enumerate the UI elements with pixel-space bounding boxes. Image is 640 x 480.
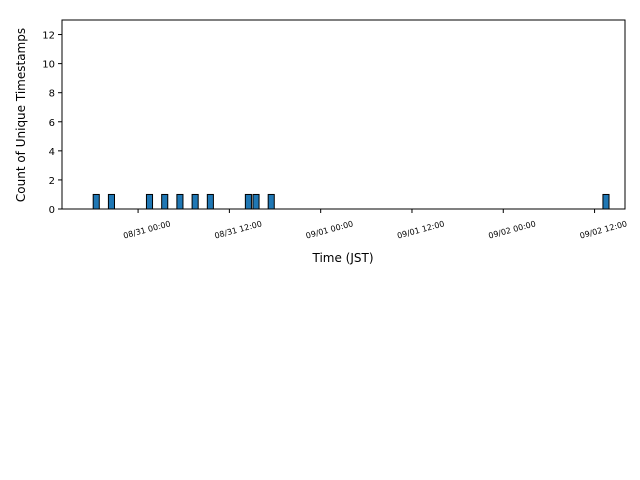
y-tick-label: 0	[49, 205, 55, 216]
bar	[252, 193, 260, 210]
plot-frame	[61, 19, 626, 210]
bar	[191, 193, 199, 210]
bar	[107, 193, 115, 210]
bar	[602, 193, 610, 210]
bar	[267, 193, 275, 210]
bar	[161, 193, 169, 210]
bar	[145, 193, 154, 210]
y-axis-label: Count of Unique Timestamps	[14, 28, 28, 202]
y-tick-label: 8	[49, 89, 55, 100]
y-tick-label: 2	[49, 176, 55, 187]
x-tick-label: 08/31 12:00	[214, 219, 263, 240]
y-tick-label: 10	[42, 60, 55, 71]
bar	[244, 193, 252, 210]
bar	[92, 193, 100, 210]
x-tick-label: 09/01 00:00	[305, 219, 354, 240]
y-tick-label: 12	[42, 31, 55, 42]
bar	[176, 193, 184, 210]
bar	[206, 193, 214, 210]
y-tick-label: 4	[49, 147, 55, 158]
x-tick-label: 09/01 12:00	[396, 219, 445, 240]
y-tick-label: 6	[49, 118, 55, 129]
x-axis-label: Time (JST)	[311, 251, 373, 265]
x-tick-label: 09/02 00:00	[487, 219, 536, 240]
x-tick-label: 08/31 00:00	[122, 219, 171, 240]
x-tick-label: 09/02 12:00	[579, 219, 628, 240]
